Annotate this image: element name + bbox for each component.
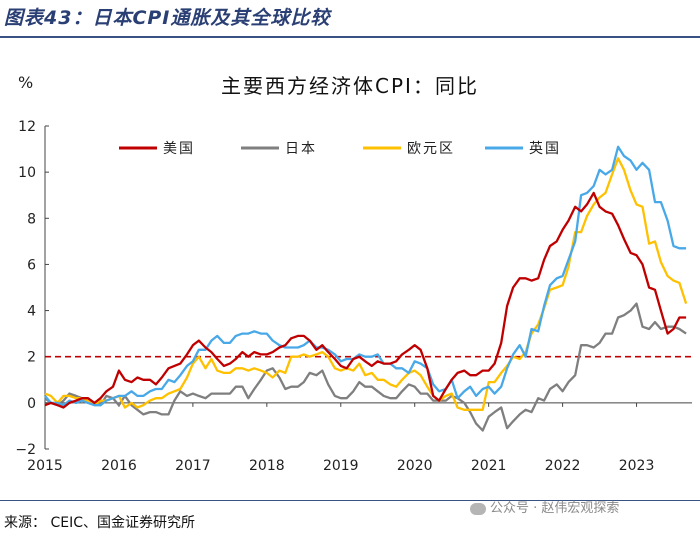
- y-tick-label: −2: [15, 442, 36, 458]
- series-line-0: [44, 191, 687, 409]
- y-tick-label: 10: [18, 165, 36, 181]
- legend-label-1: 日本: [285, 141, 317, 157]
- legend-label-0: 美国: [163, 141, 195, 157]
- source-rule: [0, 500, 700, 501]
- chart-title: 主要西方经济体CPI：同比: [221, 74, 479, 98]
- wechat-icon: [470, 502, 486, 515]
- header-rule: [0, 36, 700, 38]
- series-line-1: [44, 302, 687, 432]
- figure-title: 图表43：日本CPI通胀及其全球比较: [4, 7, 331, 29]
- x-tick-label: 2018: [249, 458, 285, 474]
- y-tick-label: 2: [27, 350, 36, 366]
- x-tick-label: 2023: [619, 458, 655, 474]
- x-tick-label: 2020: [397, 458, 433, 474]
- x-tick-label: 2021: [471, 458, 507, 474]
- series-line-2: [44, 157, 688, 411]
- source-note: 来源： CEIC、国金证券研究所: [4, 515, 195, 531]
- y-axis-unit-label: %: [18, 73, 33, 92]
- watermark-text: 公众号 · 赵伟宏观探索: [490, 501, 620, 516]
- cpi-line-chart: % −2 0 2 4 6 8 10 12 2015 2016 2017 2018 2019 2020 2021…: [15, 73, 692, 474]
- x-tick-label: 2022: [545, 458, 581, 474]
- y-tick-label: 4: [27, 304, 36, 320]
- x-tick-label: 2016: [101, 458, 137, 474]
- axes: % −2 0 2 4 6 8 10 12 2015 2016 2017 2018 2019 2020 2021…: [15, 73, 692, 474]
- legend-label-3: 英国: [529, 140, 561, 157]
- x-tick-label: 2017: [175, 458, 211, 474]
- figure-header: 图表43：日本CPI通胀及其全球比较: [0, 0, 700, 34]
- watermark: 公众号 · 赵伟宏观探索: [470, 497, 619, 516]
- y-tick-label: 12: [18, 119, 36, 135]
- y-tick-label: 8: [27, 211, 36, 227]
- x-tick-label: 2015: [27, 458, 63, 474]
- legend: 美国 日本 欧元区 英国: [119, 140, 561, 157]
- y-tick-label: 6: [27, 257, 36, 273]
- x-tick-label: 2019: [323, 458, 359, 474]
- series-lines: [44, 145, 688, 432]
- y-tick-label: 0: [27, 396, 36, 412]
- series-line-3: [44, 145, 687, 407]
- legend-label-2: 欧元区: [407, 141, 455, 157]
